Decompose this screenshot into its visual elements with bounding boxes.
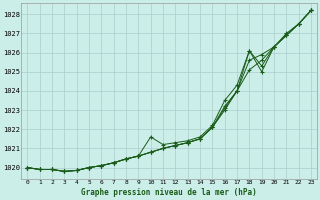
X-axis label: Graphe pression niveau de la mer (hPa): Graphe pression niveau de la mer (hPa)	[81, 188, 257, 197]
